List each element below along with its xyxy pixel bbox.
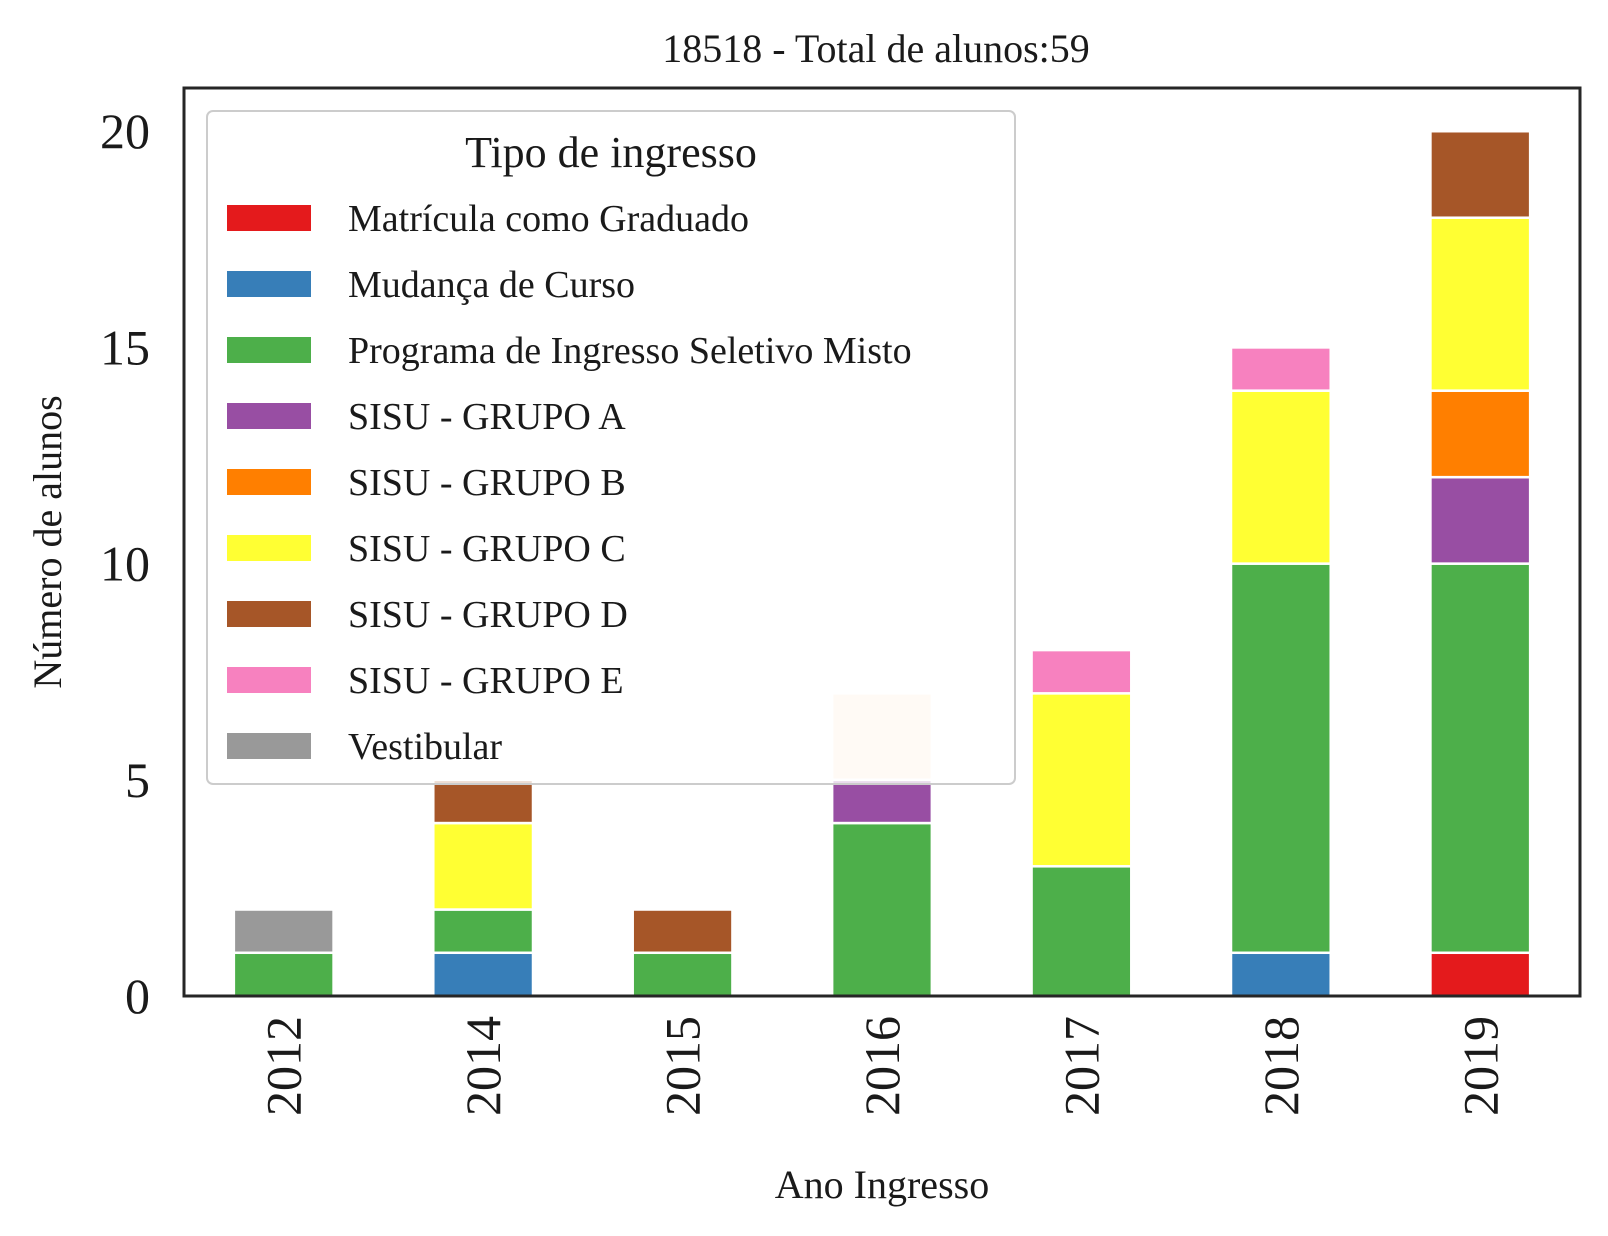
bar-2019-series-6 bbox=[1429, 129, 1532, 219]
legend-swatch bbox=[227, 535, 311, 561]
bar-2019-series-5 bbox=[1429, 216, 1532, 392]
bar-2018-series-2 bbox=[1229, 562, 1332, 955]
legend-swatch bbox=[227, 601, 311, 627]
legend-swatch bbox=[227, 733, 311, 759]
legend-items: Matrícula como Graduado Mudança de Curso P… bbox=[227, 198, 912, 768]
x-tick-label: 2016 bbox=[854, 1016, 910, 1116]
legend-label: SISU - GRUPO B bbox=[348, 462, 626, 504]
bar-2018-series-5 bbox=[1229, 389, 1332, 565]
bar-2017-series-5 bbox=[1030, 692, 1133, 868]
legend-label: SISU - GRUPO D bbox=[348, 594, 628, 636]
legend-swatch bbox=[227, 205, 311, 231]
bar-2019-series-2 bbox=[1429, 562, 1532, 955]
legend-label: SISU - GRUPO E bbox=[348, 660, 624, 702]
bar-2016-series-2 bbox=[830, 821, 934, 998]
bar-2014-series-6 bbox=[432, 778, 535, 825]
x-axis-ticks: 2012 2014 2015 2016 2017 2018 2019 bbox=[256, 1016, 1509, 1116]
x-tick-label: 2014 bbox=[455, 1016, 511, 1116]
y-axis-ticks: 0 5 10 15 20 bbox=[100, 103, 150, 1024]
bar-2014-series-1 bbox=[432, 951, 535, 998]
x-tick-label: 2018 bbox=[1253, 1016, 1309, 1116]
bar-2018-series-1 bbox=[1229, 951, 1332, 998]
x-axis-label: Ano Ingresso bbox=[775, 1162, 989, 1207]
bar-2014-series-2 bbox=[432, 908, 535, 955]
bar-2015-series-2 bbox=[631, 951, 734, 998]
legend-label: SISU - GRUPO C bbox=[348, 528, 626, 570]
bar-2012-series-8 bbox=[232, 908, 335, 955]
legend: Tipo de ingresso Matrícula como Graduado… bbox=[206, 110, 1016, 785]
y-tick-label: 10 bbox=[100, 536, 150, 592]
legend-label: Programa de Ingresso Seletivo Misto bbox=[348, 330, 912, 372]
x-tick-label: 2012 bbox=[256, 1016, 312, 1116]
bar-2018-series-7 bbox=[1229, 346, 1332, 392]
y-tick-label: 0 bbox=[125, 968, 150, 1024]
plot-frame bbox=[182, 86, 1582, 998]
bar-2012-series-2 bbox=[232, 951, 335, 998]
legend-label: SISU - GRUPO A bbox=[348, 396, 626, 438]
y-tick-label: 20 bbox=[100, 103, 150, 159]
bar-2017-series-2 bbox=[1030, 865, 1133, 998]
bar-2019-series-4 bbox=[1429, 389, 1532, 479]
bars-group bbox=[232, 129, 1532, 998]
bar-2017-series-7 bbox=[1030, 648, 1133, 695]
legend-swatch bbox=[227, 469, 311, 495]
legend-swatch bbox=[227, 337, 311, 363]
bar-2014-series-5 bbox=[432, 821, 535, 911]
legend-label: Mudança de Curso bbox=[348, 264, 635, 306]
legend-title: Tipo de ingresso bbox=[465, 128, 757, 177]
bar-2015-series-6 bbox=[631, 908, 734, 955]
legend-label: Matrícula como Graduado bbox=[348, 198, 749, 240]
legend-swatch bbox=[227, 271, 311, 297]
legend-swatch bbox=[227, 667, 311, 693]
x-tick-label: 2015 bbox=[655, 1016, 711, 1116]
legend-swatch bbox=[227, 403, 311, 429]
chart-title: 18518 - Total de alunos:59 bbox=[662, 26, 1090, 71]
bar-2019-series-0 bbox=[1429, 951, 1532, 998]
y-axis-label: Número de alunos bbox=[25, 395, 70, 688]
x-tick-label: 2017 bbox=[1053, 1016, 1109, 1116]
bar-2019-series-3 bbox=[1429, 475, 1532, 565]
legend-label: Vestibular bbox=[348, 726, 502, 768]
x-tick-label: 2019 bbox=[1452, 1016, 1508, 1116]
legend-box bbox=[206, 110, 1016, 785]
bar-2016-series-3 bbox=[830, 778, 934, 825]
y-tick-label: 5 bbox=[125, 752, 150, 808]
y-tick-label: 15 bbox=[100, 319, 150, 375]
